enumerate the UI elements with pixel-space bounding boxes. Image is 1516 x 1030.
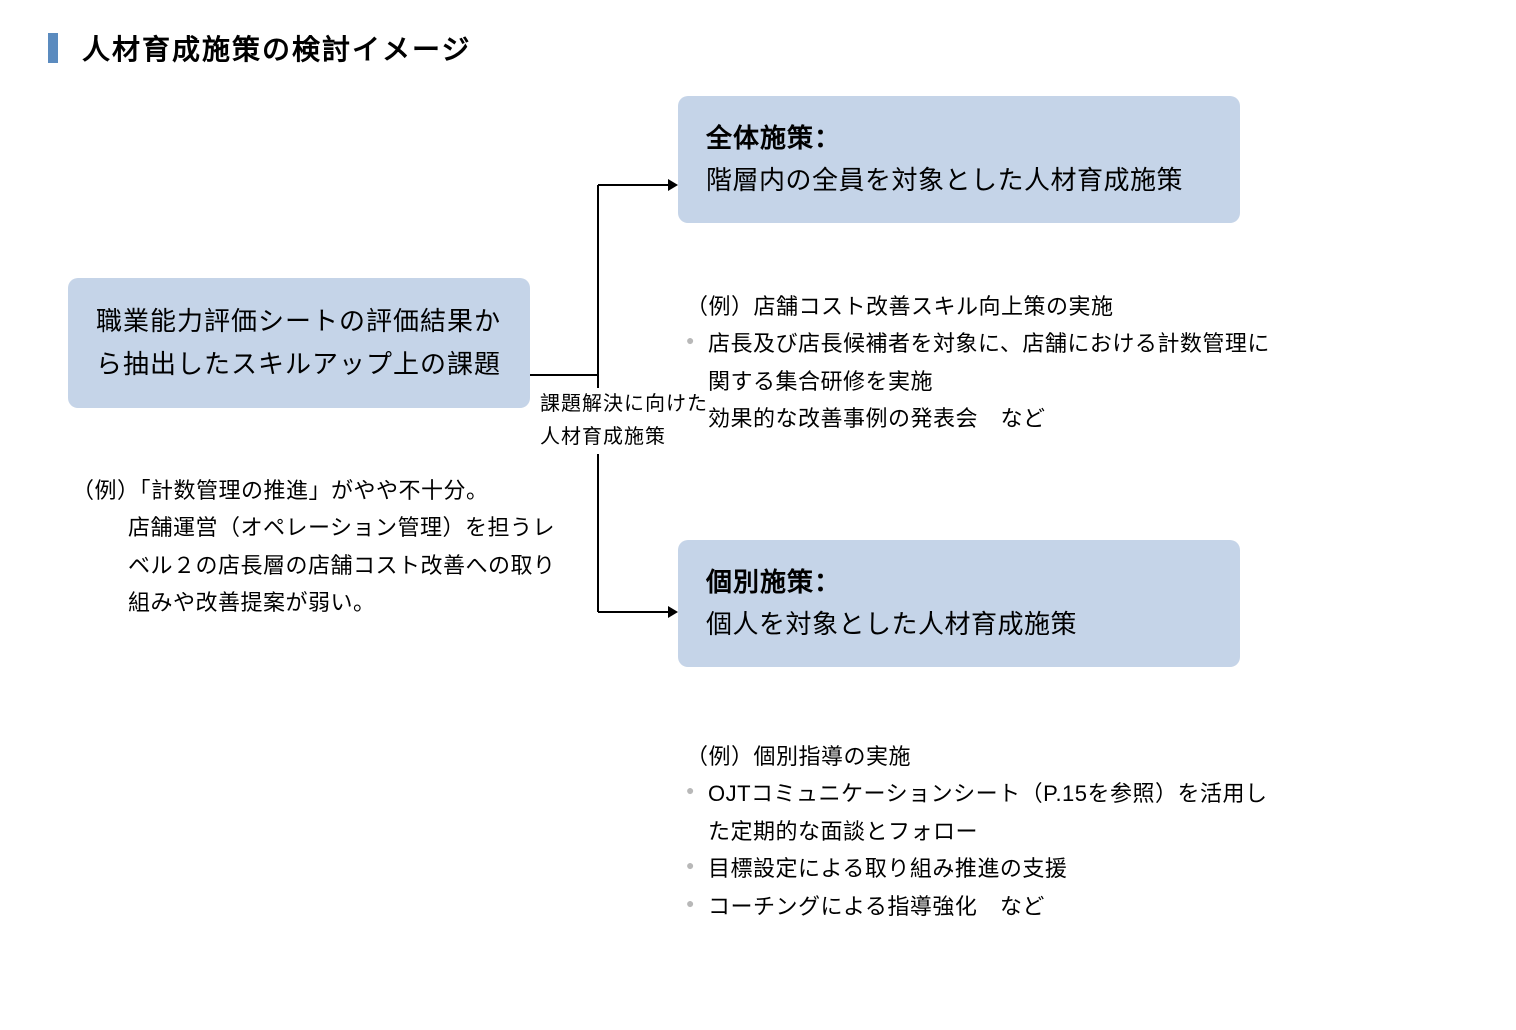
edge-label: 課題解決に向けた 人材育成施策 xyxy=(540,388,708,454)
edge-label-line2: 人材育成施策 xyxy=(540,421,708,454)
overall-heading: 全体施策： xyxy=(706,118,1212,160)
list-item: 効果的な改善事例の発表会 など xyxy=(686,400,1276,437)
individual-bullets: OJTコミュニケーションシート（P.15を参照）を活用した定期的な面談とフォロー… xyxy=(686,775,1276,925)
individual-node: 個別施策： 個人を対象とした人材育成施策 xyxy=(678,540,1240,667)
source-node: 職業能力評価シートの評価結果から抽出したスキルアップ上の課題 xyxy=(68,278,530,408)
overall-example: （例）店舗コスト改善スキル向上策の実施 店長及び店長候補者を対象に、店舗における… xyxy=(686,288,1276,438)
overall-sub: 階層内の全員を対象とした人材育成施策 xyxy=(706,160,1212,202)
list-item: コーチングによる指導強化 など xyxy=(686,888,1276,925)
list-item: OJTコミュニケーションシート（P.15を参照）を活用した定期的な面談とフォロー xyxy=(686,775,1276,850)
overall-node: 全体施策： 階層内の全員を対象とした人材育成施策 xyxy=(678,96,1240,223)
source-example: （例）「計数管理の推進」がやや不十分。 店舗運営（オペレーション管理）を担うレベ… xyxy=(72,472,557,622)
individual-example: （例）個別指導の実施 OJTコミュニケーションシート（P.15を参照）を活用した… xyxy=(686,738,1276,925)
list-item: 目標設定による取り組み推進の支援 xyxy=(686,850,1276,887)
page-title-row: 人材育成施策の検討イメージ xyxy=(48,28,471,68)
source-example-line: 店舗運営（オペレーション管理）を担うレベル２の店長層の店舗コスト改善への取り組み… xyxy=(72,509,557,621)
individual-heading: 個別施策： xyxy=(706,562,1212,604)
title-accent-bar xyxy=(48,33,58,63)
overall-bullets: 店長及び店長候補者を対象に、店舗における計数管理に関する集合研修を実施 効果的な… xyxy=(686,325,1276,437)
individual-sub: 個人を対象とした人材育成施策 xyxy=(706,604,1212,646)
overall-example-lead: （例）店舗コスト改善スキル向上策の実施 xyxy=(686,288,1276,325)
source-example-lead: （例）「計数管理の推進」がやや不十分。 xyxy=(72,472,557,509)
edge-label-line1: 課題解決に向けた xyxy=(540,388,708,421)
source-node-text: 職業能力評価シートの評価結果から抽出したスキルアップ上の課題 xyxy=(96,300,502,386)
list-item: 店長及び店長候補者を対象に、店舗における計数管理に関する集合研修を実施 xyxy=(686,325,1276,400)
page-title: 人材育成施策の検討イメージ xyxy=(82,28,471,68)
individual-example-lead: （例）個別指導の実施 xyxy=(686,738,1276,775)
